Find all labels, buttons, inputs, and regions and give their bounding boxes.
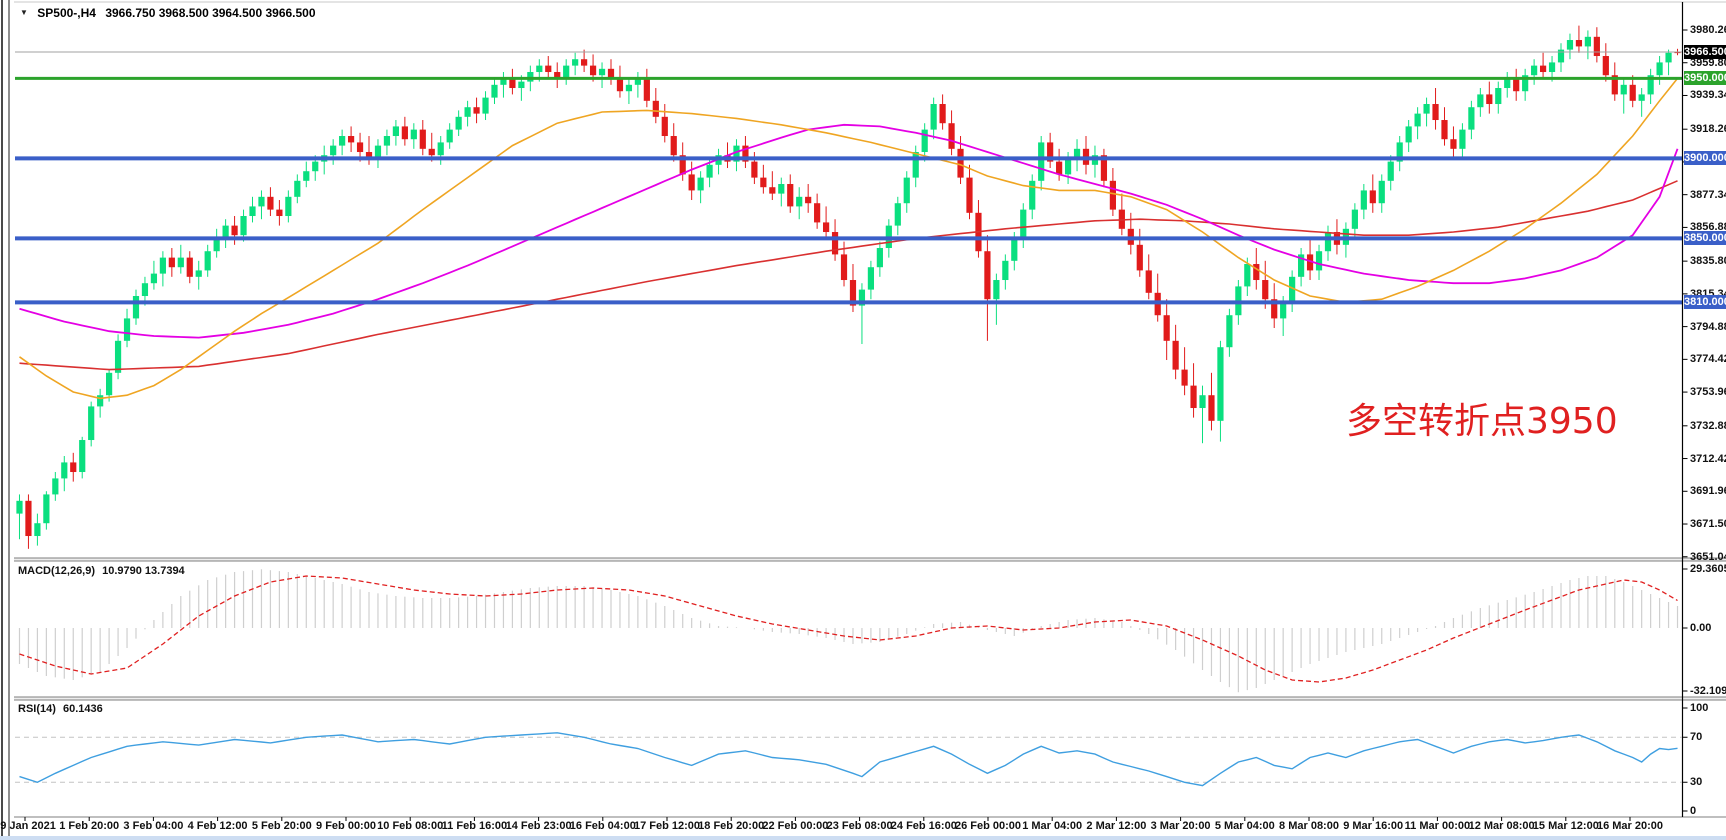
price-axis-label: 3877.340	[1690, 188, 1726, 201]
ohlc-quote-label: 3966.750 3968.500 3964.500 3966.500	[105, 6, 316, 20]
level-badge-3850: 3850.000	[1684, 231, 1726, 246]
price-axis-label: 3939.340	[1690, 89, 1726, 102]
time-axis-label: 16 Feb 04:00	[569, 820, 636, 832]
time-axis-label: 4 Feb 12:00	[187, 820, 248, 832]
macd-axis-label: 29.3605	[1690, 563, 1726, 575]
time-axis-label: 9 Feb 00:00	[316, 820, 376, 832]
price-axis-label: 3651.040	[1690, 550, 1726, 563]
level-badge-3900: 3900.000	[1684, 151, 1726, 166]
time-axis-label: 15 Mar 12:00	[1532, 820, 1599, 832]
price-axis-label: 3959.800	[1690, 56, 1726, 69]
time-axis-label: 9 Mar 16:00	[1343, 820, 1404, 832]
time-axis-label: 11 Mar 00:00	[1404, 820, 1471, 832]
time-axis-label: 24 Feb 16:00	[890, 820, 957, 832]
level-badge-3810: 3810.000	[1684, 295, 1726, 310]
time-axis-label: 16 Mar 20:00	[1596, 820, 1664, 832]
time-axis-label: 8 Mar 08:00	[1279, 820, 1339, 832]
price-axis-label: 3712.420	[1690, 452, 1726, 465]
price-axis-label: 3918.260	[1690, 123, 1726, 136]
time-axis-label: 5 Feb 20:00	[251, 820, 312, 832]
chart-left-border	[8, 0, 10, 836]
price-axis-label: 3732.880	[1690, 419, 1726, 432]
price-annotation-text: 多空转折点3950	[1346, 401, 1618, 442]
time-axis-label: 1 Feb 20:00	[59, 820, 120, 832]
rsi-axis-label: 70	[1690, 731, 1703, 744]
time-axis-label: 11 Feb 16:00	[441, 820, 508, 832]
time-axis-label: 26 Feb 00:00	[954, 820, 1022, 832]
rsi-panel-label: RSI(14) 60.1436	[18, 703, 103, 715]
rsi-indicator-name: RSI(14)	[18, 703, 56, 715]
time-axis-label: 29 Jan 2021	[0, 820, 56, 832]
price-axis-label: 3691.960	[1690, 485, 1726, 498]
macd-panel-label: MACD(12,26,9) 10.9790 13.7394	[18, 565, 185, 577]
price-axis-label: 3753.960	[1690, 386, 1726, 399]
price-axis-label: 3671.500	[1690, 518, 1726, 531]
symbol-timeframe-label: SP500-,H4	[37, 6, 96, 20]
time-axis-label: 12 Mar 08:00	[1468, 820, 1535, 832]
rsi-axis-label: 30	[1690, 776, 1703, 789]
current-price-badge: 3966.500	[1684, 45, 1726, 60]
window-bottom-edge	[0, 836, 1726, 840]
time-axis-label: 23 Feb 08:00	[826, 820, 893, 832]
time-axis-label: 3 Mar 20:00	[1150, 820, 1211, 832]
window-left-border	[1, 0, 3, 836]
macd-indicator-name: MACD(12,26,9)	[18, 565, 96, 577]
macd-axis-label: 0.00	[1690, 622, 1712, 634]
level-badge-3950: 3950.000	[1684, 71, 1726, 86]
rsi-indicator-value: 60.1436	[62, 703, 103, 715]
time-axis-label: 17 Feb 12:00	[633, 820, 701, 832]
time-axis-label: 14 Feb 23:00	[505, 820, 572, 832]
time-axis-label: 3 Feb 04:00	[123, 820, 184, 832]
rsi-axis-label: 0	[1690, 805, 1697, 817]
time-axis-label: 1 Mar 04:00	[1022, 820, 1083, 832]
chart-title: ▼ SP500-,H4 3966.750 3968.500 3964.500 3…	[20, 6, 316, 20]
macd-indicator-values: 10.9790 13.7394	[102, 565, 185, 577]
macd-axis-label: -32.1096	[1690, 685, 1726, 697]
time-axis-label: 22 Feb 00:00	[762, 820, 829, 832]
rsi-axis-label: 100	[1690, 702, 1709, 714]
time-axis-label: 10 Feb 08:00	[377, 820, 444, 832]
chevron-down-icon[interactable]: ▼	[20, 8, 28, 17]
price-axis-label: 3774.420	[1690, 353, 1726, 366]
time-axis-label: 2 Mar 12:00	[1086, 820, 1147, 832]
time-axis-label: 5 Mar 04:00	[1214, 820, 1275, 832]
price-axis-label: 3856.880	[1690, 221, 1726, 234]
price-axis-label: 3794.880	[1690, 320, 1726, 333]
price-axis-label: 3835.800	[1690, 255, 1726, 268]
time-axis-label: 18 Feb 20:00	[698, 820, 765, 832]
price-axis-label: 3980.260	[1690, 24, 1726, 36]
